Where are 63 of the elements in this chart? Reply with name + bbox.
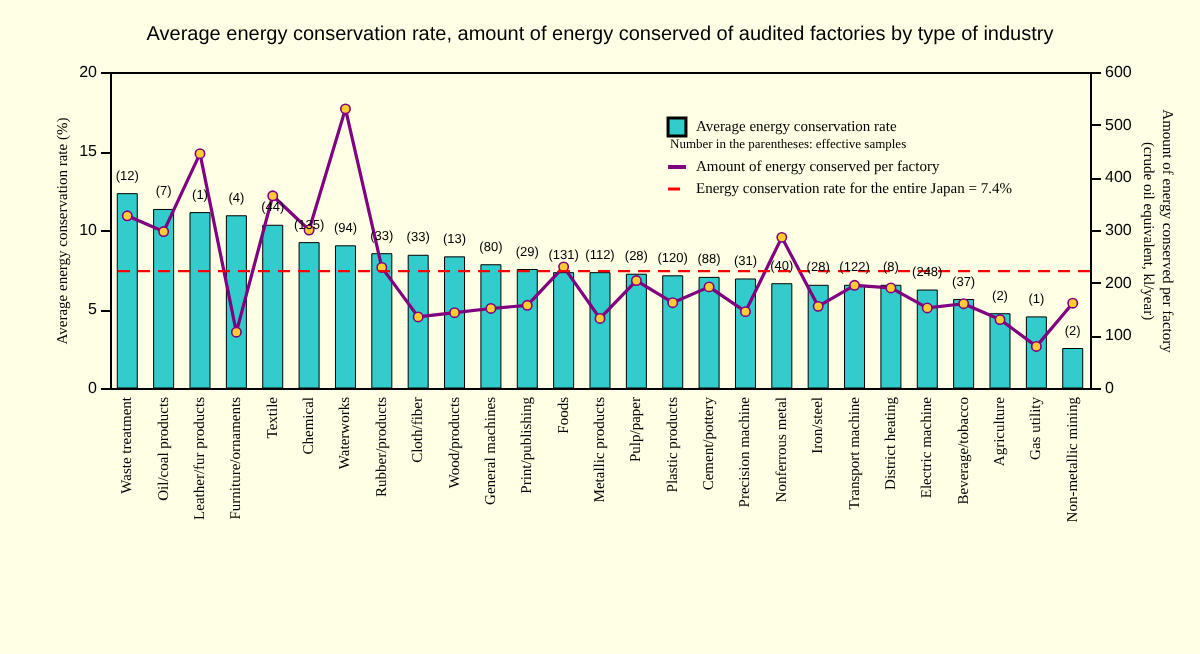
bar bbox=[298, 242, 320, 389]
point bbox=[1067, 297, 1079, 309]
point bbox=[449, 307, 461, 319]
point bbox=[703, 281, 715, 293]
y2-tick-label: 300 bbox=[1105, 221, 1133, 239]
bar bbox=[807, 284, 829, 389]
y2-tick-label: 100 bbox=[1105, 326, 1133, 345]
bar bbox=[225, 215, 247, 389]
point bbox=[776, 231, 788, 243]
point bbox=[267, 190, 279, 202]
bar bbox=[444, 256, 466, 389]
point bbox=[594, 313, 606, 324]
y2-tick-label: 400 bbox=[1105, 168, 1133, 187]
point bbox=[812, 300, 824, 312]
bar bbox=[480, 264, 502, 389]
y2-tick-label: 0 bbox=[1105, 379, 1115, 397]
point bbox=[885, 282, 897, 294]
bar bbox=[1062, 348, 1084, 389]
point bbox=[194, 148, 206, 160]
bar bbox=[734, 278, 756, 389]
point bbox=[739, 306, 751, 318]
y-tick-label: 5 bbox=[88, 300, 99, 318]
point bbox=[230, 326, 242, 338]
bar bbox=[516, 269, 538, 389]
point bbox=[921, 302, 933, 314]
point bbox=[630, 275, 642, 287]
chart-title: Average energy conservation rate, amount of energy conserved of audited factories by type of industry bbox=[146, 24, 1054, 46]
bar bbox=[262, 224, 284, 389]
bar bbox=[989, 313, 1011, 389]
bar bbox=[698, 276, 720, 389]
bar bbox=[153, 208, 175, 389]
y2-tick-label: 600 bbox=[1105, 63, 1133, 81]
y-tick-label: 0 bbox=[88, 379, 99, 397]
point bbox=[121, 210, 133, 222]
bar bbox=[189, 212, 211, 389]
point bbox=[958, 298, 970, 310]
point bbox=[412, 311, 424, 323]
y-tick-label: 20 bbox=[79, 63, 99, 81]
y2-tick-label: 500 bbox=[1105, 115, 1133, 134]
point bbox=[1030, 340, 1042, 352]
bar bbox=[662, 275, 684, 389]
point bbox=[158, 226, 170, 238]
bar bbox=[334, 245, 356, 389]
bar bbox=[844, 284, 866, 389]
y-tick-label: 15 bbox=[79, 142, 99, 160]
bar bbox=[916, 289, 938, 389]
point bbox=[485, 302, 497, 314]
bar bbox=[589, 272, 611, 389]
point bbox=[849, 279, 861, 291]
bar bbox=[371, 253, 393, 389]
point bbox=[339, 103, 351, 115]
point bbox=[994, 314, 1006, 326]
point bbox=[521, 299, 533, 311]
y-tick-label: 10 bbox=[79, 221, 99, 239]
bar bbox=[407, 254, 429, 389]
point bbox=[667, 297, 679, 309]
bar bbox=[625, 273, 647, 389]
bar bbox=[771, 283, 793, 389]
bar bbox=[116, 193, 138, 389]
bar bbox=[553, 272, 575, 389]
y2-tick-label: 200 bbox=[1105, 273, 1133, 292]
bar bbox=[953, 299, 975, 389]
bar bbox=[880, 284, 902, 389]
